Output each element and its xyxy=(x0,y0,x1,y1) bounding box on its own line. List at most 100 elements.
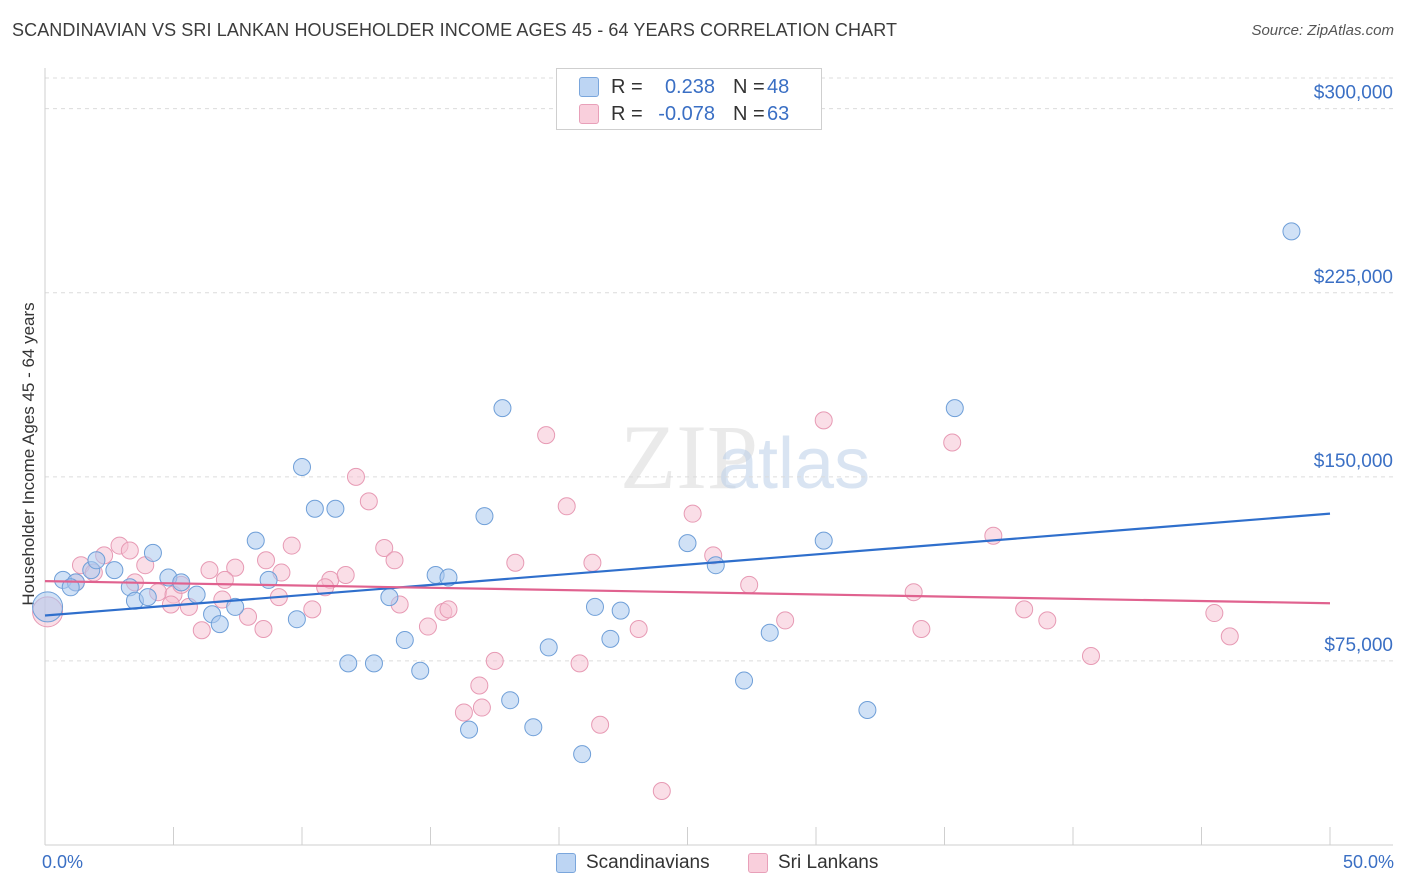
sri-lankan-point xyxy=(1205,604,1224,623)
scandinavian-point xyxy=(475,507,494,526)
scandinavian-point xyxy=(539,638,558,657)
scandinavian-point xyxy=(326,499,345,518)
sri-lankan-point xyxy=(282,536,301,555)
legend-n-label: N = xyxy=(733,75,765,98)
legend-r-value: 0.238 xyxy=(664,75,715,98)
sri-lankan-point xyxy=(454,703,473,722)
x-tick-min: 0.0% xyxy=(42,852,84,872)
scandinavian-point xyxy=(226,597,245,616)
source-label: Source: ZipAtlas.com xyxy=(1251,22,1394,39)
scandinavian-point xyxy=(138,588,157,607)
bottom-legend-scandinavians: Scandinavians xyxy=(556,852,710,874)
axes xyxy=(44,68,1393,846)
scandinavian-point xyxy=(501,691,520,710)
scandinavian-point xyxy=(105,561,124,580)
legend-n-label: N = xyxy=(733,102,765,125)
sri-lankan-point xyxy=(557,497,576,516)
sri-lankan-point xyxy=(537,426,556,445)
legend-row-scandinavians: R = 0.238 N = 48 xyxy=(579,75,789,99)
sri-lankan-point xyxy=(226,558,245,577)
scandinavian-point xyxy=(460,720,479,739)
scandinavian-point xyxy=(305,499,324,518)
legend-swatch-blue xyxy=(579,77,599,97)
watermark-zip: ZIP xyxy=(620,406,758,508)
sri-lankan-point xyxy=(506,553,525,572)
scandinavian-point xyxy=(493,399,512,418)
chart-title: SCANDINAVIAN VS SRI LANKAN HOUSEHOLDER I… xyxy=(12,20,898,40)
scandinavian-point xyxy=(411,661,430,680)
scandinavian-point xyxy=(601,629,620,648)
scandinavian-point xyxy=(573,745,592,764)
sri-lankan-point xyxy=(583,553,602,572)
sri-lankan-point xyxy=(1015,600,1034,619)
scandinavian-point xyxy=(760,623,779,642)
scandinavian-point xyxy=(735,671,754,690)
scandinavian-point xyxy=(87,551,106,570)
legend-row-sri-lankans: R = -0.078 N = 63 xyxy=(579,102,789,126)
scandinavian-point xyxy=(210,615,229,634)
scandinavian-point xyxy=(678,534,697,553)
sri-lankan-point xyxy=(316,578,335,597)
legend-label-scandinavians: Scandinavians xyxy=(586,852,710,873)
sri-lankan-point xyxy=(439,600,458,619)
y-tick-labels: $75,000 $150,000 $225,000 $300,000 xyxy=(1314,83,1393,656)
legend-r-label: R = xyxy=(611,75,643,98)
sri-lankan-point xyxy=(303,600,322,619)
sri-lankan-point xyxy=(375,539,394,558)
scandinavian-point xyxy=(585,597,604,616)
y-tick-label: $300,000 xyxy=(1314,83,1393,104)
sri-lankan-point xyxy=(120,541,139,560)
trend-lines xyxy=(44,512,1331,617)
sri-lankan-point xyxy=(1038,611,1057,630)
legend-swatch-pink xyxy=(579,104,599,124)
sri-lankan-point xyxy=(254,620,273,639)
sri-lankan-point xyxy=(418,617,437,636)
scandinavian-point xyxy=(143,543,162,562)
scandinavian-point xyxy=(395,631,414,650)
sri-lankan-point xyxy=(814,411,833,430)
scandinavian-point xyxy=(187,585,206,604)
sri-lankans-trend-line xyxy=(44,580,1331,605)
x-tick-max: 50.0% xyxy=(1342,852,1394,872)
sri-lankan-point xyxy=(904,583,923,602)
sri-lankan-point xyxy=(683,504,702,523)
sri-lankan-point xyxy=(470,676,489,695)
scandinavian-point xyxy=(287,610,306,629)
sri-lankan-point xyxy=(239,607,258,626)
legend-swatch-pink xyxy=(748,853,768,873)
legend-r-value: -0.078 xyxy=(658,102,715,125)
scandinavian-point xyxy=(364,654,383,673)
legend-swatch-blue xyxy=(556,853,576,873)
bottom-legend-sri-lankans: Sri Lankans xyxy=(748,852,878,874)
scandinavian-point xyxy=(1282,222,1301,241)
sri-lankan-point xyxy=(215,570,234,589)
scandinavian-point xyxy=(380,588,399,607)
legend-n-value: 48 xyxy=(767,75,790,98)
scandinavian-point xyxy=(611,601,630,620)
scandinavian-point xyxy=(32,591,64,623)
sri-lankan-point xyxy=(591,715,610,734)
y-tick-label: $75,000 xyxy=(1324,635,1393,656)
legend-label-sri-lankans: Sri Lankans xyxy=(778,852,879,873)
legend-r-label: R = xyxy=(611,102,643,125)
sri-lankan-point xyxy=(192,621,211,640)
sri-lankan-point xyxy=(359,492,378,511)
sri-lankan-point xyxy=(570,654,589,673)
scandinavian-point xyxy=(945,399,964,418)
sri-lankan-point xyxy=(336,566,355,585)
scandinavian-point xyxy=(246,531,265,550)
scandinavian-point xyxy=(814,531,833,550)
sri-lankan-point xyxy=(1081,647,1100,666)
correlation-legend: R = 0.238 N = 48 R = -0.078 N = 63 xyxy=(556,68,822,130)
scandinavian-point xyxy=(293,458,311,477)
scandinavian-point xyxy=(858,701,877,720)
sri-lankan-point xyxy=(740,575,759,594)
scandinavian-point xyxy=(61,578,80,597)
scandinavian-point xyxy=(439,568,458,587)
y-tick-label: $150,000 xyxy=(1314,451,1393,472)
sri-lankan-point xyxy=(1220,627,1239,646)
scandinavian-point xyxy=(706,556,725,575)
sri-lankan-point xyxy=(200,561,219,580)
sri-lankan-point xyxy=(912,620,931,639)
